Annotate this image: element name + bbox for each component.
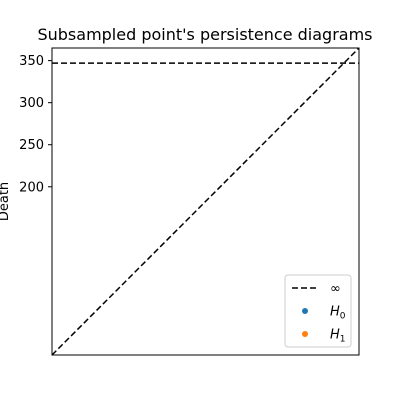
y-tick-label: 250 — [19, 138, 44, 153]
y-axis-label: Death — [0, 182, 12, 221]
y-axis-ticks: 200 250 300 350 — [19, 54, 52, 195]
y-tick-label: 200 — [19, 180, 44, 195]
chart-title: Subsampled point's persistence diagrams — [37, 25, 372, 44]
legend-label-infinity: ∞ — [330, 282, 341, 297]
legend-marker-h1 — [302, 331, 308, 337]
y-tick-label: 300 — [19, 96, 44, 111]
legend-marker-h0 — [302, 308, 308, 314]
y-tick-label: 350 — [19, 54, 44, 69]
